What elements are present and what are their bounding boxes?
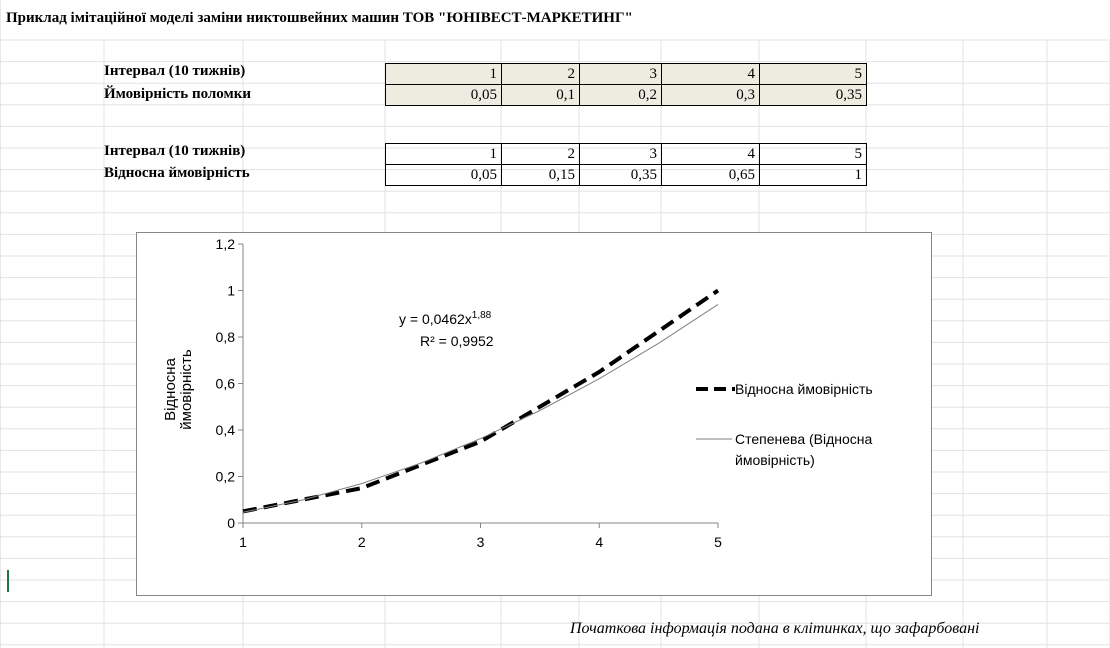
legend-entry-relative: Відносна ймовірність [735,381,873,397]
table1-cell[interactable]: 0,3 [661,84,760,106]
y-tick-label: 0 [227,515,235,531]
y-axis-label: Відноснаймовірність [162,349,195,430]
series-power-trendline [242,303,719,513]
table2-cell[interactable]: 4 [661,143,760,165]
table1-row1-label: Інтервал (10 тижнів) [104,63,246,79]
table1-cell[interactable]: 4 [661,63,760,85]
table2-values: 1 2 3 4 5 0,05 0,15 0,35 0,65 1 [385,143,867,186]
table2-cell[interactable]: 0,35 [579,164,662,186]
x-tick-label: 1 [239,534,247,550]
y-tick-label: 0,6 [216,376,236,392]
y-tick-label: 1 [227,283,235,299]
table2-cell[interactable]: 1 [385,143,502,165]
table2-cell[interactable]: 3 [579,143,662,165]
chart-area[interactable]: 0 0,2 0,4 0,6 0,8 1 1,2 1 2 3 4 5 Відноснаймовірніст… [136,232,932,596]
table2-cell[interactable]: 2 [501,143,580,165]
table1-cell[interactable]: 0,35 [759,84,867,106]
table2-row1-label: Інтервал (10 тижнів) [104,143,246,159]
table2-cell[interactable]: 0,65 [661,164,760,186]
table1-values: 1 2 3 4 5 0,05 0,1 0,2 0,3 0,35 [385,63,867,106]
y-tick-label: 0,8 [216,329,236,345]
x-tick-label: 5 [714,534,722,550]
legend-entry-trendline-line2: ймовірність) [735,452,815,468]
table1-cell[interactable]: 1 [385,63,502,85]
chart-svg: 0 0,2 0,4 0,6 0,8 1 1,2 1 2 3 4 5 Відноснаймовірніст… [162,236,873,550]
table1-cell[interactable]: 5 [759,63,867,85]
footnote: Початкова інформація подана в клітинках,… [570,620,980,637]
table2-cell[interactable]: 1 [759,164,867,186]
table2-cell[interactable]: 0,05 [385,164,502,186]
legend-entry-trendline-line1: Степенева (Відносна [735,431,873,447]
x-tick-label: 2 [358,534,366,550]
active-cell-marker [7,570,9,592]
y-tick-label: 0,2 [216,469,236,485]
table1-cell[interactable]: 0,2 [579,84,662,106]
table1-cell[interactable]: 0,1 [501,84,580,106]
trendline-equation: y = 0,0462x1,88 [399,310,492,327]
table1-cell[interactable]: 2 [501,63,580,85]
y-tick-label: 1,2 [216,236,236,252]
table1-cell[interactable]: 0,05 [385,84,502,106]
table1-row2-label: Ймовірність поломки [104,86,252,102]
series-relative-probability [242,288,720,514]
table2-cell[interactable]: 5 [759,143,867,165]
x-tick-label: 3 [477,534,485,550]
table2-cell[interactable]: 0,15 [501,164,580,186]
r-squared-label: R² = 0,9952 [420,333,494,349]
sheet-title: Приклад імітаційної моделі заміни никтош… [6,10,633,26]
x-tick-label: 4 [595,534,603,550]
table2-row2-label: Відносна ймовірність [104,165,250,181]
y-tick-label: 0,4 [216,422,236,438]
table1-cell[interactable]: 3 [579,63,662,85]
